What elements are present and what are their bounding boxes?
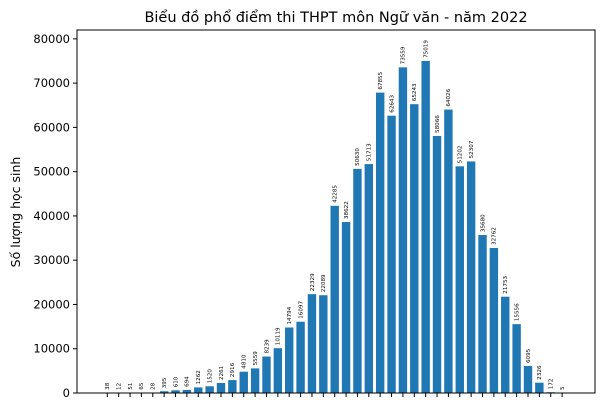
bar-data-label: 21753 xyxy=(503,275,509,293)
bar xyxy=(421,60,430,394)
y-tick-label: 10000 xyxy=(33,342,70,356)
bar-data-label: 51713 xyxy=(367,143,373,161)
bar-data-label: 62643 xyxy=(389,94,395,112)
bar xyxy=(364,164,374,393)
y-tick-label: 0 xyxy=(63,386,70,400)
bar xyxy=(205,386,214,393)
y-tick-label: 60000 xyxy=(33,120,70,134)
bar xyxy=(478,235,487,393)
bar-data-label: 8239 xyxy=(264,339,270,354)
bar xyxy=(273,348,283,393)
bar-data-label: 65 xyxy=(139,382,145,390)
bar xyxy=(375,92,385,394)
bar-data-label: 4810 xyxy=(242,354,248,369)
bar-data-label: 73559 xyxy=(401,46,407,64)
y-axis-label: Số lượng học sinh xyxy=(8,157,23,268)
bar xyxy=(410,104,419,394)
bar xyxy=(523,366,533,393)
bar-data-label: 694 xyxy=(185,376,191,387)
bar xyxy=(444,109,453,393)
bar-data-label: 51 xyxy=(128,382,134,390)
bar-data-label: 32762 xyxy=(492,227,498,245)
bar xyxy=(239,371,248,393)
x-axis-ticks xyxy=(106,393,563,397)
bar-data-label: 2326 xyxy=(537,365,543,380)
bar xyxy=(387,115,396,393)
bar-data-label: 14794 xyxy=(287,306,293,324)
bar xyxy=(216,382,226,393)
bar xyxy=(171,390,180,393)
bar xyxy=(159,391,169,393)
bar xyxy=(319,295,328,393)
y-tick-label: 20000 xyxy=(33,297,70,311)
bar-data-label: 6095 xyxy=(526,348,532,363)
bar-labels-group: 38 12 51 65 28 395 610 694 1262 1520 2261 2916 4810 5… xyxy=(105,40,566,390)
bar xyxy=(330,205,339,393)
bar-data-label: 22329 xyxy=(310,273,316,291)
bar-data-label: 12 xyxy=(116,383,122,390)
y-tick-label: 70000 xyxy=(33,76,70,90)
bar-data-label: 1520 xyxy=(207,369,213,384)
bar-data-label: 610 xyxy=(173,376,179,387)
bar-data-label: 42285 xyxy=(333,185,339,203)
bar-data-label: 2261 xyxy=(219,365,225,380)
bar xyxy=(307,294,317,393)
bar-data-label: 64026 xyxy=(446,88,452,106)
bar xyxy=(512,324,521,393)
bar-data-label: 50630 xyxy=(355,148,361,166)
plot-area-frame xyxy=(76,29,596,394)
bar xyxy=(535,382,544,393)
bar xyxy=(194,387,203,393)
bar-data-label: 22089 xyxy=(321,274,327,292)
bar xyxy=(398,67,408,394)
bar xyxy=(432,135,442,393)
bar-data-label: 75019 xyxy=(423,40,429,58)
bar-data-label: 5559 xyxy=(253,351,259,366)
bar-data-label: 172 xyxy=(549,379,555,390)
bar xyxy=(341,222,351,393)
chart-title: Biểu đồ phổ điểm thi THPT môn Ngữ văn - … xyxy=(144,9,527,26)
bar-data-label: 38 xyxy=(105,382,111,390)
bar-data-label: 10119 xyxy=(276,327,282,345)
bar-data-label: 65243 xyxy=(412,83,418,101)
bar xyxy=(455,166,464,393)
y-tick-label: 30000 xyxy=(33,253,70,267)
bar-data-label: 58066 xyxy=(435,115,441,133)
y-tick-label: 80000 xyxy=(33,32,70,46)
y-tick-label: 50000 xyxy=(33,165,70,179)
y-tick-label: 40000 xyxy=(33,209,70,223)
bar-data-label: 28 xyxy=(151,382,157,390)
bar xyxy=(228,380,237,393)
bar xyxy=(296,321,305,393)
bar-data-label: 38622 xyxy=(344,201,350,219)
bar-data-label: 35680 xyxy=(480,214,486,232)
bar xyxy=(501,296,510,393)
bar-data-label: 2916 xyxy=(230,362,236,377)
bar-data-label: 395 xyxy=(162,377,168,388)
bar xyxy=(285,327,294,393)
bar xyxy=(353,168,362,393)
bar xyxy=(250,368,260,393)
bar xyxy=(466,161,476,393)
bar-data-label: 51202 xyxy=(458,146,464,164)
bar xyxy=(262,356,271,393)
bar-data-label: 15556 xyxy=(514,303,520,321)
bar-data-label: 52307 xyxy=(469,140,475,158)
y-axis-ticks: 0 10000 20000 30000 40000 50000 60000 70000 8000… xyxy=(33,32,77,400)
bar-data-label: 16097 xyxy=(298,301,304,319)
bar xyxy=(489,247,499,393)
bar-data-label: 67855 xyxy=(378,71,384,89)
bar-data-label: 1262 xyxy=(196,370,202,384)
bar-data-label: 5 xyxy=(560,386,566,390)
bars-group xyxy=(103,60,567,394)
bar xyxy=(182,389,192,393)
